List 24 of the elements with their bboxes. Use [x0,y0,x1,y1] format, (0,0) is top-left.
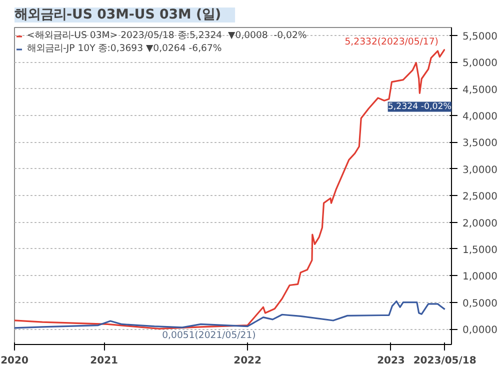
y-tick-label: 1,5000 [462,244,498,256]
line-series [14,300,446,329]
legend-label: 해외금리-JP 10Y 종:0,3693 ▼0,0264 -6,67% [27,42,222,55]
y-tick-label: 4,5000 [462,84,498,96]
chart-title: 해외금리-US 03M-US 03M (일) [14,8,222,22]
y-tick-label: 5,5000 [462,32,498,43]
annotation: 0,0051(2021/05/21) [162,330,256,341]
y-tick-label: 3,5000 [462,138,498,150]
x-tick-label: 2023 [377,356,405,366]
x-tick-label: 2023/05/18 [413,356,476,366]
x-tick-label: 2022 [234,356,262,366]
y-tick-label: 2,0000 [462,218,498,230]
y-tick-label: 1,0000 [462,272,498,283]
y-tick-label: 0,5000 [462,298,498,310]
annotation: 5,2332(2023/05/17) [344,36,438,48]
y-tick-label: 5,0000 [462,58,498,70]
x-tick-label: 2021 [90,356,118,366]
y-tick-label: 0,0000 [462,325,498,336]
y-tick-label: 3,0000 [462,164,498,176]
y-tick-label: 2,5000 [462,192,498,203]
annotation: 5,2324 -0,02% [388,102,452,112]
y-tick-label: 4,0000 [462,112,498,123]
x-tick-label: 2020 [0,356,28,366]
legend-label: <해외금리-US 03M> 2023/05/18 종:5,2324 ▼0,0008 -0,02% [27,29,307,42]
